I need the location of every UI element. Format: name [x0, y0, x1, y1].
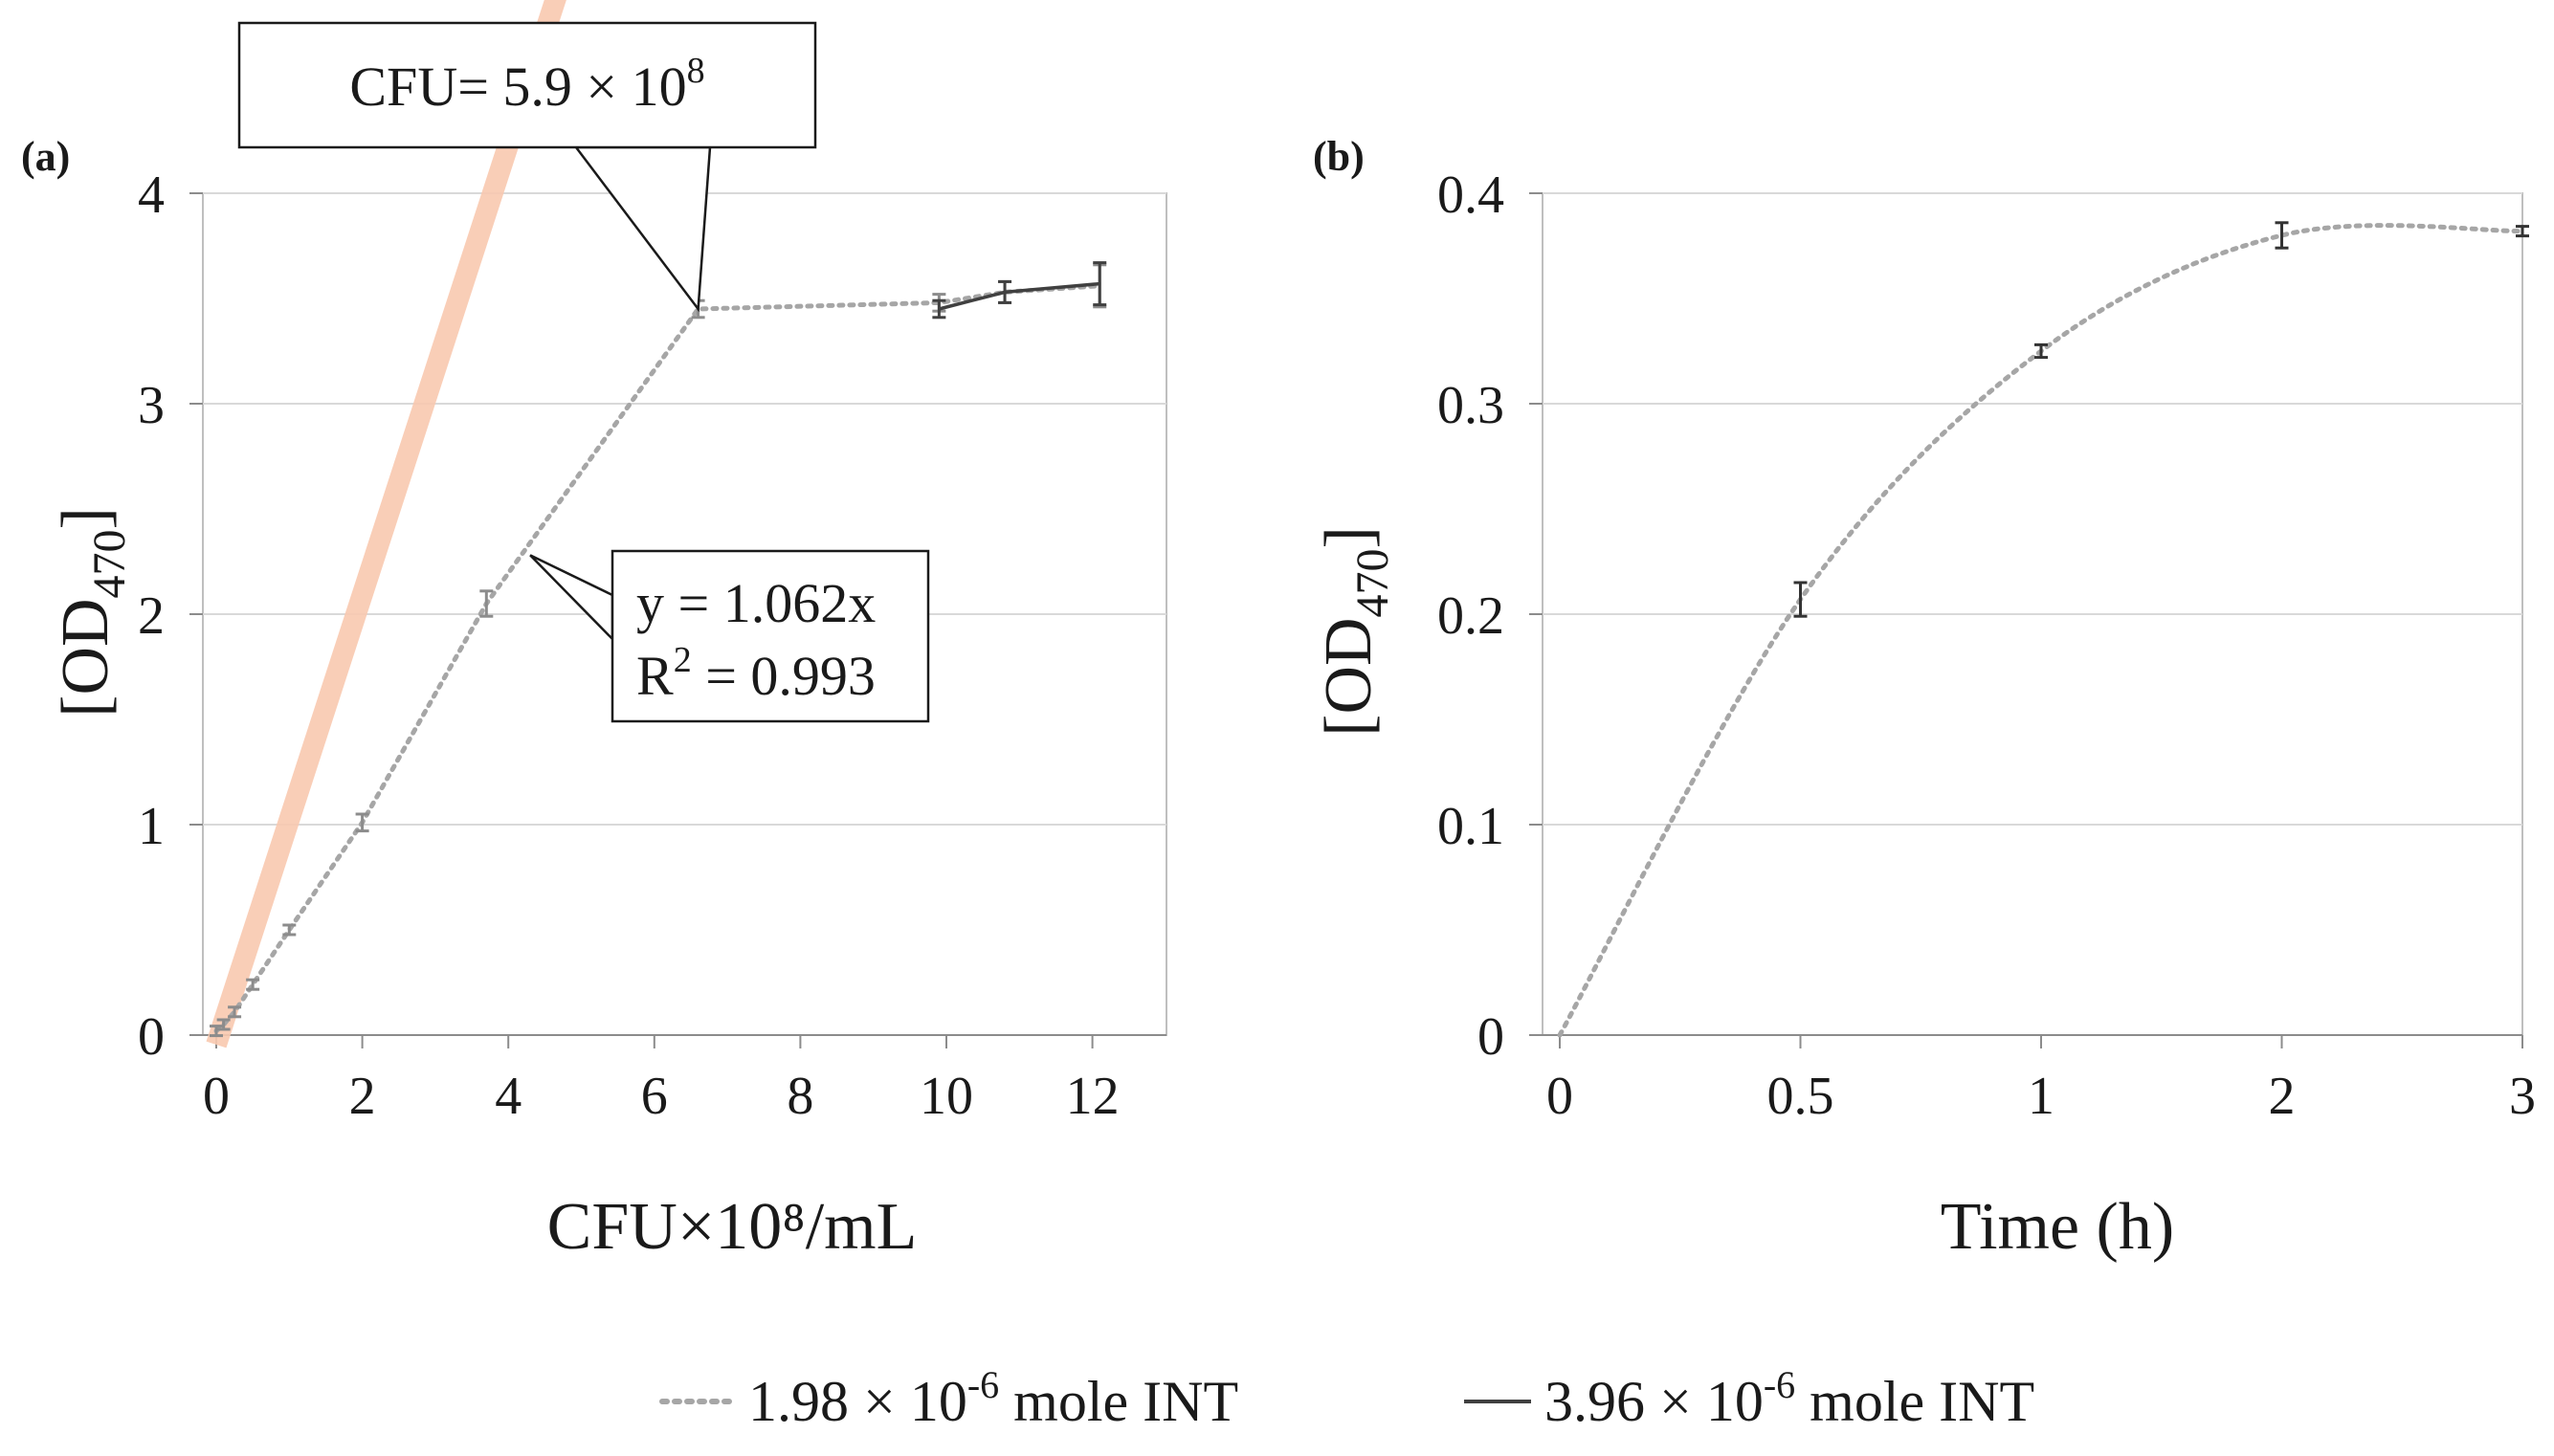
panel-a-series-2-line [938, 281, 1100, 311]
cfu-callout: CFU= 5.9 × 108 [237, 21, 817, 313]
panel-b-y-ticks: 0 0.1 0.2 0.3 0.4 [1437, 165, 1543, 1067]
panel-a-y-ticks: 0 1 2 3 4 [138, 165, 203, 1067]
panel-a-series-1-error-bar [246, 978, 260, 991]
panel-b-x-ticks: 0 0.5 1 2 3 [1543, 1034, 2536, 1126]
panel-b-x-tick-label: 3 [2509, 1067, 2536, 1126]
panel-b-gridlines [1543, 192, 2522, 1036]
panel-a-x-tick-label: 2 [349, 1067, 376, 1126]
panel-a-x-tick-label: 12 [1066, 1067, 1120, 1126]
r-squared-line: R2 = 0.993 [636, 640, 876, 707]
cfu-callout-pointer [573, 145, 712, 313]
panel-b-series-1-error-bar [2275, 221, 2289, 250]
panel-b-y-tick-label: 0.1 [1437, 797, 1504, 856]
panel-a-series-1-error-bar [210, 1025, 223, 1038]
panel-a-series-2-error-bar [932, 298, 946, 320]
panel-b-series-1-error-bar [1793, 581, 1808, 618]
panel-b-y-tick-label: 0.3 [1437, 376, 1504, 435]
legend-item-2: 3.96 × 10-6 mole INT [1464, 1363, 2034, 1433]
legend-item-1: 1.98 × 10-6 mole INT [659, 1363, 1238, 1433]
panel-a-x-axis-label: CFU×10⁸/mL [547, 1190, 918, 1264]
panel-b-series-group [1557, 221, 2529, 1038]
panel-a-y-axis-label: [OD470] [49, 507, 135, 717]
panel-b-label: (b) [1313, 133, 1365, 180]
panel-a-x-tick-label: 8 [787, 1067, 813, 1126]
panel-a-series-2-error-bar [998, 279, 1012, 304]
equation-callout: y = 1.062x R2 = 0.993 [529, 549, 930, 723]
legend: 1.98 × 10-6 mole INT 3.96 × 10-6 mole IN… [659, 1363, 2034, 1433]
panel-a-label: (a) [21, 133, 70, 180]
cfu-callout-box [237, 21, 817, 149]
equation-callout-pointer [529, 554, 614, 643]
panel-a-series-1-error-bar [228, 1005, 242, 1019]
panel-b-x-tick-label: 0.5 [1767, 1067, 1834, 1126]
panel-b-y-tick-label: 0.4 [1437, 165, 1504, 225]
panel-a-y-tick-label: 1 [138, 797, 165, 856]
panel-b-x-tick-label: 1 [2028, 1067, 2054, 1126]
equation-line: y = 1.062x [636, 572, 876, 634]
equation-callout-box [611, 549, 930, 723]
panel-a-series-1-error-bar [355, 812, 369, 833]
panel-b-y-axis-label: [OD470] [1312, 526, 1398, 737]
panel-a-trendline-group [206, 0, 566, 1048]
panel-a-y-tick-label: 2 [138, 586, 165, 646]
panel-a-series-1-error-bar [479, 589, 494, 618]
panel-a-series-2-error-bar [1093, 261, 1107, 307]
panel-a-y-tick-label: 4 [138, 165, 165, 225]
panel-a-series-group [210, 261, 1107, 1038]
panel-b-x-axis-label: Time (h) [1941, 1190, 2174, 1264]
legend-label-2: 3.96 × 10-6 mole INT [1544, 1363, 2034, 1433]
panel-a-x-ticks: 0 2 4 6 8 10 12 [203, 1034, 1166, 1126]
cfu-callout-text: CFU= 5.9 × 108 [349, 51, 704, 118]
panel-b-x-tick-label: 0 [1546, 1067, 1573, 1126]
panel-a-y-tick-label: 0 [138, 1007, 165, 1067]
panel-b-x-tick-label: 2 [2269, 1067, 2296, 1126]
panel-a-series-1-error-bar [282, 923, 297, 937]
panel-a-series-1-error-bar [216, 1018, 231, 1031]
panel-a-x-tick-label: 0 [203, 1067, 230, 1126]
panel-b-y-tick-label: 0.2 [1437, 586, 1504, 646]
legend-label-1: 1.98 × 10-6 mole INT [748, 1363, 1238, 1433]
panel-a-x-tick-label: 10 [920, 1067, 973, 1126]
panel-b-y-tick-label: 0 [1477, 1007, 1504, 1067]
panel-b: (b) 0 0.1 0.2 0.3 0.4 0 0.5 1 2 3 [OD470] Time (… [1312, 133, 2536, 1264]
trendline [206, 0, 566, 1048]
panel-b-series-1-error-bar [2034, 342, 2048, 360]
panel-b-series-1-error-bar [2516, 225, 2529, 238]
panel-a-x-tick-label: 4 [495, 1067, 522, 1126]
panel-a-y-tick-label: 3 [138, 376, 165, 435]
panel-b-series-1-line [1557, 223, 2525, 1038]
panel-a-x-tick-label: 6 [641, 1067, 668, 1126]
